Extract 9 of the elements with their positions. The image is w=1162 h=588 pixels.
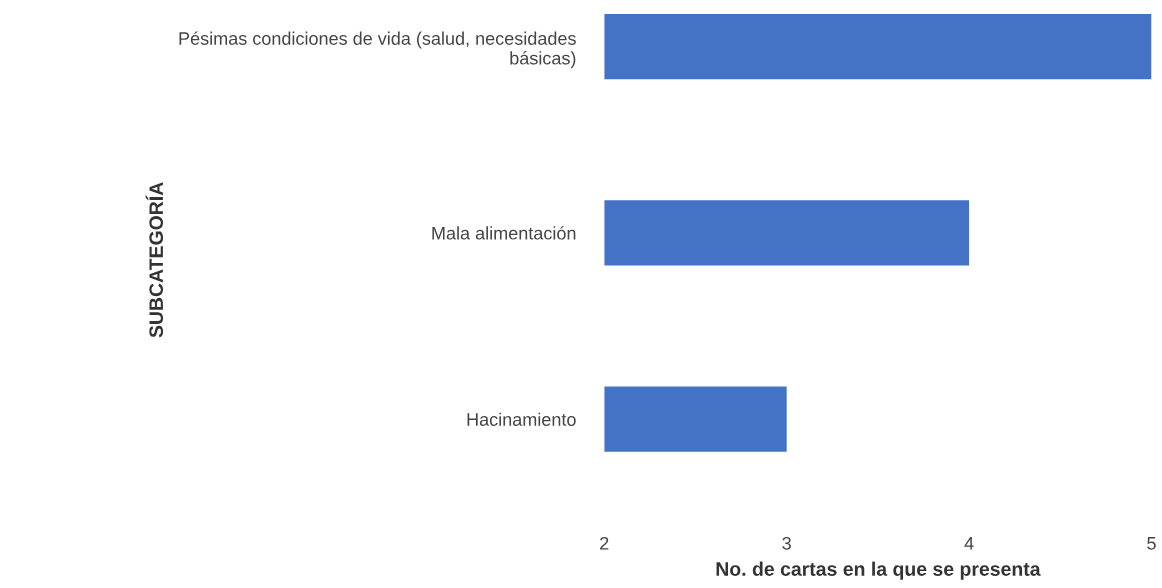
x-tick-label: 4 <box>964 537 974 550</box>
y-tick-label: Pésimas condiciones de vida (salud, necesidades básicas) <box>179 31 576 69</box>
x-tick-label: 3 <box>782 536 791 550</box>
x-tick-label: 2 <box>600 536 609 550</box>
x-axis-title: No. de cartas en la que se presenta <box>716 561 1041 580</box>
y-axis-title: SUBCATEGORÍA <box>145 182 164 338</box>
x-tick-label: 5 <box>1147 537 1156 550</box>
y-tick-label: Hacinamiento <box>467 412 576 426</box>
y-tick-label: Mala alimentación <box>432 226 576 240</box>
